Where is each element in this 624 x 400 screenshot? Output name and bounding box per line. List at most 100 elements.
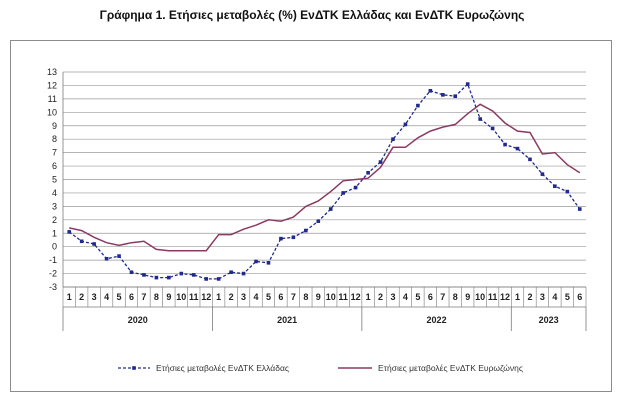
y-tick-label: -1 bbox=[49, 255, 57, 265]
x-tick-label: 10 bbox=[326, 292, 336, 302]
y-tick-label: 8 bbox=[52, 134, 57, 144]
data-point bbox=[67, 230, 72, 234]
year-label: 2023 bbox=[539, 315, 559, 325]
data-point bbox=[266, 261, 271, 265]
data-point bbox=[204, 277, 209, 281]
x-tick-label: 11 bbox=[488, 292, 498, 302]
x-tick-label: 5 bbox=[266, 292, 271, 302]
data-point bbox=[92, 242, 96, 246]
data-point bbox=[241, 271, 246, 276]
data-point bbox=[577, 207, 582, 211]
data-point bbox=[291, 235, 296, 240]
y-tick-label: 2 bbox=[52, 215, 57, 225]
legend-label-greece: Ετήσιες μεταβολές ΕνΔΤΚ Ελλάδας bbox=[156, 363, 289, 373]
data-point bbox=[366, 170, 370, 175]
y-tick-label: 10 bbox=[47, 107, 57, 117]
x-tick-label: 2 bbox=[527, 292, 532, 302]
data-point bbox=[229, 270, 233, 275]
year-label: 2022 bbox=[427, 315, 447, 325]
y-tick-label: 4 bbox=[52, 188, 57, 198]
x-tick-label: 3 bbox=[540, 292, 545, 302]
x-tick-label: 5 bbox=[415, 292, 420, 302]
x-tick-label: 4 bbox=[552, 292, 557, 302]
x-tick-label: 11 bbox=[189, 292, 199, 302]
x-tick-label: 1 bbox=[515, 292, 520, 302]
data-point bbox=[515, 146, 520, 151]
data-point bbox=[353, 185, 358, 190]
x-tick-label: 7 bbox=[141, 292, 146, 302]
data-point bbox=[465, 82, 470, 86]
y-tick-label: -2 bbox=[49, 269, 57, 279]
data-point bbox=[540, 172, 545, 176]
data-point bbox=[254, 259, 258, 264]
chart-frame bbox=[10, 40, 612, 392]
data-point bbox=[142, 273, 146, 277]
data-point bbox=[316, 219, 321, 223]
data-point bbox=[490, 126, 495, 131]
x-tick-label: 6 bbox=[428, 292, 433, 302]
x-tick-label: 1 bbox=[216, 292, 221, 302]
data-point bbox=[528, 157, 532, 162]
year-label: 2021 bbox=[277, 315, 297, 325]
data-point bbox=[416, 103, 420, 108]
grid-lines bbox=[62, 71, 586, 288]
y-tick-label: 12 bbox=[47, 80, 57, 90]
data-point bbox=[478, 117, 482, 121]
y-tick-label: 7 bbox=[52, 148, 57, 158]
data-point bbox=[129, 270, 134, 275]
x-tick-label: 4 bbox=[403, 292, 408, 302]
data-point bbox=[453, 94, 458, 98]
chart-title: Γράφημα 1. Ετήσιες μεταβολές (%) ΕνΔΤΚ Ε… bbox=[99, 8, 525, 22]
x-tick-label: 1 bbox=[366, 292, 371, 302]
x-tick-label: 6 bbox=[129, 292, 134, 302]
data-point bbox=[117, 254, 121, 258]
x-tick-label: 6 bbox=[278, 292, 283, 302]
legend-label-eurozone: Ετήσιες μεταβολές ΕνΔΤΚ Ευρωζώνης bbox=[378, 363, 523, 373]
x-tick-label: 8 bbox=[154, 292, 159, 302]
y-tick-label: 1 bbox=[52, 228, 57, 238]
x-tick-label: 12 bbox=[500, 292, 510, 302]
y-tick-label: 13 bbox=[47, 67, 57, 77]
x-tick-label: 9 bbox=[465, 292, 470, 302]
data-point bbox=[304, 228, 308, 233]
y-tick-label: 9 bbox=[52, 121, 57, 131]
series-line-eurozone bbox=[69, 103, 581, 252]
data-point bbox=[279, 236, 283, 241]
data-point bbox=[428, 89, 433, 93]
x-tick-label: 1 bbox=[67, 292, 72, 302]
y-tick-label: 5 bbox=[52, 175, 57, 185]
x-tick-label: 5 bbox=[565, 292, 570, 302]
x-tick-label: 11 bbox=[338, 292, 348, 302]
legend-marker-greece bbox=[132, 366, 136, 370]
series-line-greece bbox=[68, 82, 581, 280]
x-tick-label: 7 bbox=[440, 292, 445, 302]
data-point bbox=[341, 191, 345, 195]
x-tick-label: 2 bbox=[229, 292, 234, 302]
x-tick-label: 12 bbox=[351, 292, 361, 302]
x-tick-label: 10 bbox=[475, 292, 485, 302]
data-point bbox=[328, 207, 333, 211]
x-tick-label: 2 bbox=[378, 292, 383, 302]
data-point bbox=[440, 93, 445, 97]
legend: Ετήσιες μεταβολές ΕνΔΤΚ Ελλάδας Ετήσιες μ… bbox=[118, 363, 523, 373]
x-tick-label: 6 bbox=[577, 292, 582, 302]
y-tick-label: 6 bbox=[52, 161, 57, 171]
data-point bbox=[391, 137, 395, 141]
y-tick-label: 11 bbox=[48, 94, 57, 104]
x-tick-label: 2 bbox=[79, 292, 84, 302]
x-tick-label: 8 bbox=[453, 292, 458, 302]
x-axis: 1 2 3 4 5 6 7 8 9 10 11 12 1 2 3 4 5 6 7 8 9 10 11 12 1 2 3 4 5 6 7 8 9 1… bbox=[62, 286, 587, 331]
data-point bbox=[503, 142, 507, 147]
x-tick-label: 5 bbox=[117, 292, 122, 302]
data-point bbox=[154, 275, 159, 280]
y-tick-label: 3 bbox=[52, 201, 57, 211]
x-tick-label: 7 bbox=[291, 292, 296, 302]
data-point bbox=[104, 256, 109, 261]
data-point bbox=[191, 273, 196, 277]
data-point bbox=[565, 189, 570, 194]
data-point bbox=[179, 271, 184, 276]
data-point bbox=[378, 160, 383, 164]
x-tick-label: 3 bbox=[92, 292, 97, 302]
x-tick-label: 9 bbox=[166, 292, 171, 302]
